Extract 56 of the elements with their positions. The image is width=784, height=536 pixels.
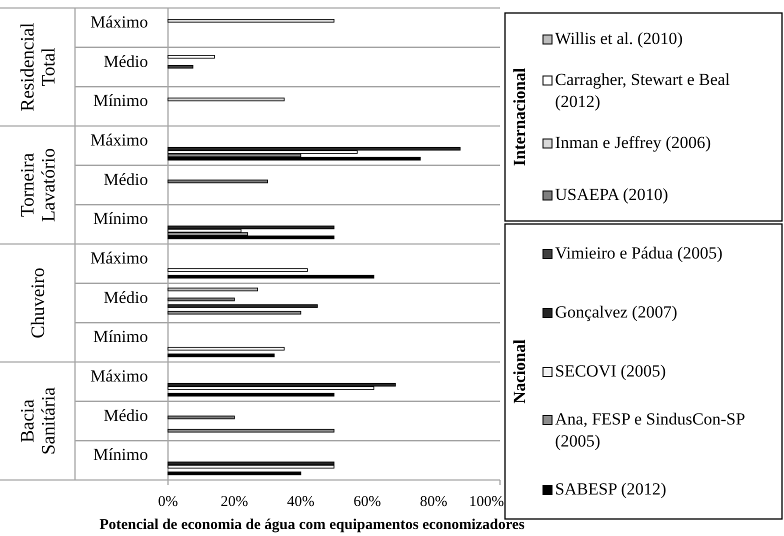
x-tick-label: 40% xyxy=(287,494,315,510)
legend-label: SECOVI (2005) xyxy=(555,362,666,380)
y-tick-label: Médio xyxy=(104,406,148,425)
bar xyxy=(168,274,374,279)
y-tick-label: Máximo xyxy=(90,366,148,386)
legend-label: USAEPA (2010) xyxy=(555,185,668,204)
bar xyxy=(168,310,302,315)
bar xyxy=(168,428,334,433)
text: Chuveiro xyxy=(28,268,49,338)
y-tick-label: Máximo xyxy=(90,130,148,150)
text: Residencial Total xyxy=(18,22,60,112)
bar xyxy=(168,462,334,466)
x-tick-label: 20% xyxy=(220,494,248,510)
bar xyxy=(168,392,334,397)
y-tick-label: Médio xyxy=(104,288,148,307)
y-tick-label: Mínimo xyxy=(93,91,148,110)
x-tick-label: 80% xyxy=(420,494,448,510)
legend-label: Gonçalvez (2007) xyxy=(555,302,678,322)
bar xyxy=(168,64,194,69)
text: Internacional xyxy=(510,68,529,166)
bar xyxy=(168,354,275,358)
text: Torneira Lavatório xyxy=(18,148,60,222)
bar xyxy=(168,288,258,292)
bar xyxy=(168,54,215,59)
legend-label: Willis et al. (2010) xyxy=(555,29,683,48)
x-axis-title: Potencial de economia de água com equipamentos economizadores xyxy=(99,517,525,533)
y-tick-label: Mínimo xyxy=(93,327,148,346)
bar xyxy=(168,472,302,476)
bar xyxy=(168,464,334,469)
y-tick-label: Máximo xyxy=(90,12,148,32)
legend-label: SABESP (2012) xyxy=(555,480,666,498)
bar xyxy=(168,156,421,161)
y-tick-label: Mínimo xyxy=(93,209,148,228)
legend-label: Inman e Jeffrey (2006) xyxy=(555,133,711,152)
legend-label: Vimieiro e Pádua (2005) xyxy=(555,244,723,262)
bar xyxy=(168,236,334,240)
bar xyxy=(168,18,334,23)
legend-label: Carragher, Stewart e Beal (2012) xyxy=(555,70,730,111)
bar xyxy=(168,416,235,420)
x-tick-label: 100% xyxy=(469,494,504,510)
bar xyxy=(168,180,268,184)
text: Bacia Sanitária xyxy=(18,386,60,455)
bar xyxy=(168,98,285,102)
y-tick-label: Máximo xyxy=(90,248,148,268)
bar xyxy=(168,298,235,302)
x-tick-label: 60% xyxy=(353,494,381,510)
y-tick-label: Médio xyxy=(104,52,148,71)
x-tick-label: 0% xyxy=(158,494,178,510)
bar xyxy=(168,304,318,308)
y-tick-label: Mínimo xyxy=(93,445,148,464)
bar xyxy=(168,268,308,272)
bar xyxy=(168,226,334,230)
bar xyxy=(168,346,285,351)
y-tick-label: Médio xyxy=(104,170,148,189)
legend-label: Ana, FESP e SindusCon-SP (2005) xyxy=(555,410,746,450)
text: Nacional xyxy=(510,339,529,404)
